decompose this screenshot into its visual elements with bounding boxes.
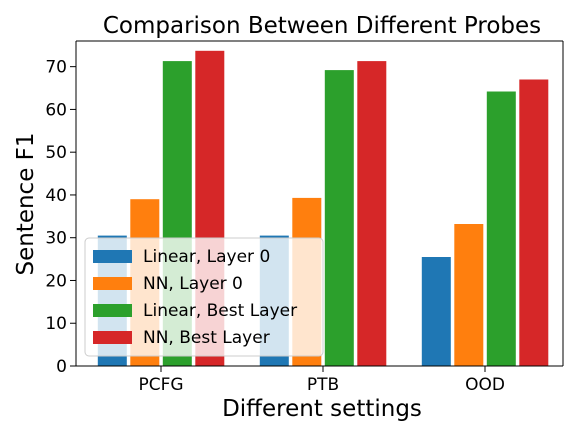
axes-group: 0 10 20 30 40 50 60 70 PCFG PTB OOD bbox=[45, 40, 564, 395]
legend-box bbox=[84, 237, 324, 357]
chart-title: Comparison Between Different Probes bbox=[103, 13, 541, 39]
bar-nn-best-layer-ood bbox=[519, 79, 549, 366]
bar-linear-layer-0-ood bbox=[421, 257, 451, 366]
legend-swatch bbox=[93, 331, 132, 344]
y-tick-label: 10 bbox=[45, 314, 67, 334]
legend-swatch bbox=[93, 304, 132, 317]
bar-linear-best-layer-ptb bbox=[324, 70, 354, 366]
y-tick-label: 20 bbox=[45, 271, 67, 291]
legend: Linear, Layer 0 NN, Layer 0 Linear, Best L… bbox=[84, 237, 324, 357]
legend-label: Linear, Best Layer bbox=[143, 301, 297, 321]
bar-nn-best-layer-ptb bbox=[357, 61, 387, 366]
bar-linear-best-layer-ood bbox=[486, 91, 516, 366]
x-tick-label: PTB bbox=[307, 375, 339, 395]
x-axis-title: Different settings bbox=[222, 396, 422, 422]
y-tick-label: 0 bbox=[56, 357, 67, 377]
y-tick-label: 40 bbox=[45, 186, 67, 206]
bar-nn-layer-0-ood bbox=[454, 224, 484, 366]
legend-swatch bbox=[93, 277, 132, 290]
legend-label: Linear, Layer 0 bbox=[143, 247, 270, 267]
x-tick-label: PCFG bbox=[138, 375, 183, 395]
y-axis-title: Sentence F1 bbox=[13, 132, 39, 275]
y-tick-label: 50 bbox=[45, 143, 67, 163]
y-tick-label: 70 bbox=[45, 58, 67, 78]
legend-swatch bbox=[93, 250, 132, 263]
legend-label: NN, Best Layer bbox=[143, 328, 270, 348]
x-tick-label: OOD bbox=[465, 375, 505, 395]
y-tick-label: 60 bbox=[45, 100, 67, 120]
legend-label: NN, Layer 0 bbox=[143, 274, 243, 294]
y-tick-label: 30 bbox=[45, 229, 67, 249]
